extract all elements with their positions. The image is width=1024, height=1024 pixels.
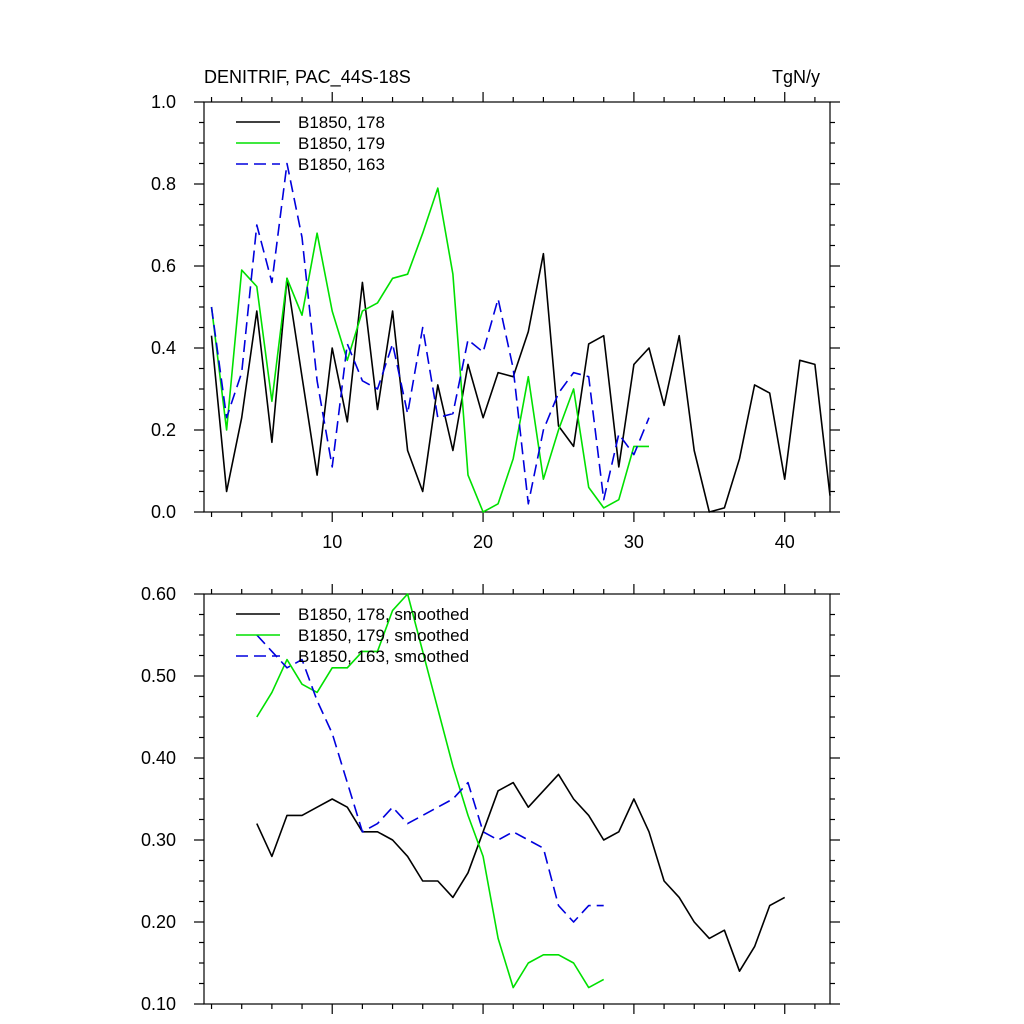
y-tick-label: 1.0 xyxy=(151,92,176,112)
x-tick-label: 10 xyxy=(322,532,342,552)
y-tick-label: 0.60 xyxy=(141,584,176,604)
series-line-3 xyxy=(210,162,650,505)
y-tick-label: 0.6 xyxy=(151,256,176,276)
units-label: TgN/y xyxy=(772,67,820,87)
y-tick-label: 0.40 xyxy=(141,748,176,768)
legend-label: B1850, 179 xyxy=(298,134,385,153)
y-tick-label: 0.2 xyxy=(151,420,176,440)
chart-title: DENITRIF, PAC_44S-18S xyxy=(204,67,411,88)
y-tick-label: 0.50 xyxy=(141,666,176,686)
legend-label: B1850, 163, smoothed xyxy=(298,647,469,666)
y-tick-label: 0.10 xyxy=(141,994,176,1014)
top-panel-raw: 10 20 30 40 0.0 0.2 0.4 0.6 0.8 1.0 B1850, 178 B185… xyxy=(151,92,840,552)
y-tick-label: 0.20 xyxy=(141,912,176,932)
y-tick-label: 0.8 xyxy=(151,174,176,194)
series-line-2 xyxy=(210,187,649,513)
legend-label: B1850, 178 xyxy=(298,113,385,132)
y-tick-label: 0.30 xyxy=(141,830,176,850)
legend-label: B1850, 178, smoothed xyxy=(298,605,469,624)
series-line-1 xyxy=(210,252,831,513)
y-tick-label: 0.4 xyxy=(151,338,176,358)
legend-label: B1850, 179, smoothed xyxy=(298,626,469,645)
series-line-2 xyxy=(256,593,605,989)
x-tick-label: 40 xyxy=(775,532,795,552)
y-tick-label: 0.0 xyxy=(151,502,176,522)
series-line-1 xyxy=(256,773,786,973)
series-line-3 xyxy=(256,634,604,923)
bottom-panel-smoothed: 0.10 0.20 0.30 0.40 0.50 0.60 B1850, 178, smoo… xyxy=(141,584,840,1014)
x-tick-label: 30 xyxy=(624,532,644,552)
legend-label: B1850, 163 xyxy=(298,155,385,174)
x-tick-label: 20 xyxy=(473,532,493,552)
